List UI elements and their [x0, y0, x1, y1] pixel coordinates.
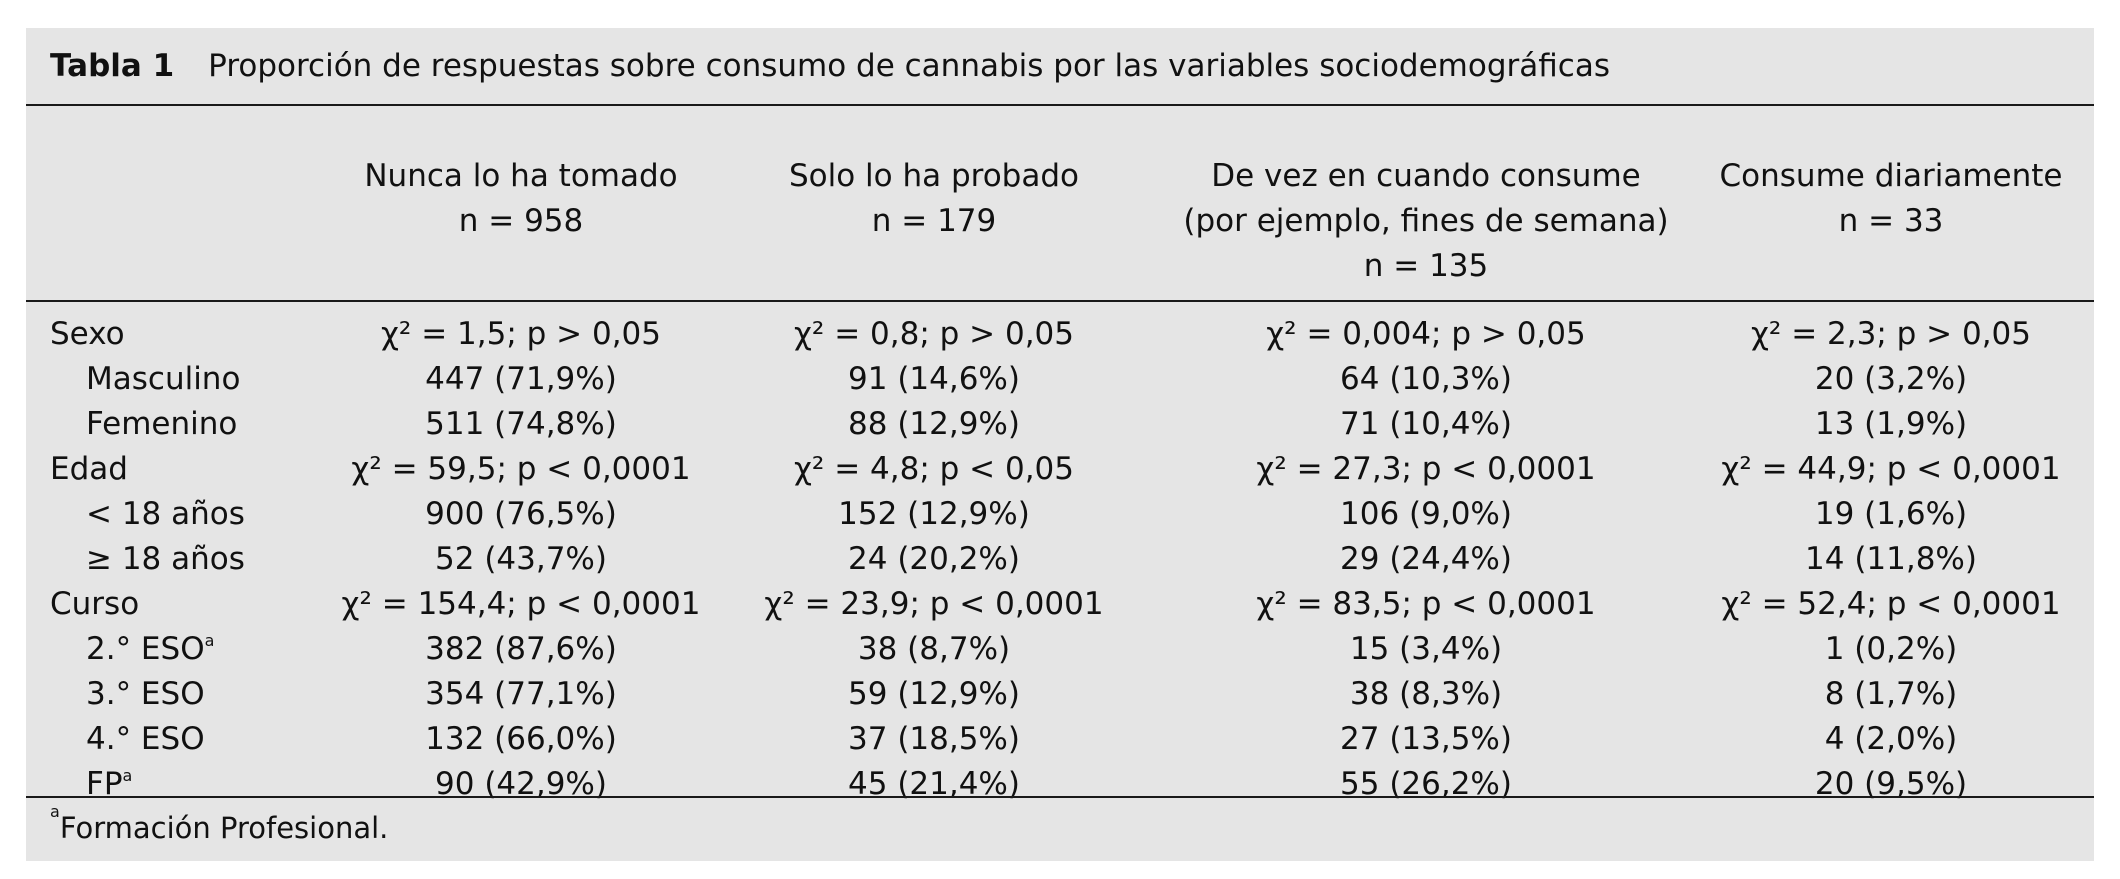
table-title: Proporción de respuestas sobre consumo d… [208, 48, 1610, 84]
table-cell: χ² = 154,4; p < 0,0001 [341, 586, 701, 622]
table-row-4-eso: 4.° ESO 132 (66,0%) 37 (18,5%) 27 (13,5%… [26, 717, 2094, 762]
table-cell: 4 (2,0%) [1824, 721, 1958, 757]
column-header-nunca: Nunca lo ha tomado n = 958 [364, 158, 678, 239]
column-header-de-vez: De vez en cuando consume (por ejemplo, f… [1183, 158, 1669, 284]
table-cell: χ² = 2,3; p > 0,05 [1751, 316, 2031, 352]
table-cell: 354 (77,1%) [425, 676, 617, 712]
table-label: Tabla 1 [50, 48, 175, 84]
table-cell: χ² = 0,8; p > 0,05 [794, 316, 1074, 352]
table-cell: 27 (13,5%) [1340, 721, 1512, 757]
table-cell: 91 (14,6%) [848, 361, 1020, 397]
table-row-femenino: Femenino 511 (74,8%) 88 (12,9%) 71 (10,4… [26, 402, 2094, 447]
table-cell: 1 (0,2%) [1824, 631, 1958, 667]
table-cell: χ² = 83,5; p < 0,0001 [1256, 586, 1596, 622]
table-row-sexo: Sexo χ² = 1,5; p > 0,05 χ² = 0,8; p > 0,… [26, 312, 2094, 357]
table-row-2-eso: 2.° ESOa 382 (87,6%) 38 (8,7%) 15 (3,4%)… [26, 627, 2094, 672]
table-cell: χ² = 4,8; p < 0,05 [794, 451, 1074, 487]
table-cell: χ² = 23,9; p < 0,0001 [764, 586, 1104, 622]
table-cell: 24 (20,2%) [848, 541, 1020, 577]
footnote-marker: a [122, 766, 133, 785]
row-label: 4.° ESO [86, 721, 205, 757]
table-cell: 38 (8,7%) [857, 631, 1011, 667]
column-header-probado: Solo lo ha probado n = 179 [788, 158, 1080, 239]
table-cell: 900 (76,5%) [425, 496, 617, 532]
table-row-3-eso: 3.° ESO 354 (77,1%) 59 (12,9%) 38 (8,3%)… [26, 672, 2094, 717]
table-cell: χ² = 0,004; p > 0,05 [1266, 316, 1586, 352]
table-row-edad: Edad χ² = 59,5; p < 0,0001 χ² = 4,8; p <… [26, 447, 2094, 492]
row-label: < 18 años [86, 496, 245, 532]
table-cell: 13 (1,9%) [1814, 406, 1968, 442]
table-row-mayor-18: ≥ 18 años 52 (43,7%) 24 (20,2%) 29 (24,4… [26, 537, 2094, 582]
row-label: Femenino [86, 406, 238, 442]
table-cell: 19 (1,6%) [1814, 496, 1968, 532]
row-label: Sexo [50, 316, 125, 352]
table-cell: 382 (87,6%) [425, 631, 617, 667]
table-cell: 29 (24,4%) [1340, 541, 1512, 577]
table-header-row: Nunca lo ha tomado n = 958 Solo lo ha pr… [26, 108, 2094, 302]
footnote-text: Formación Profesional. [59, 811, 389, 845]
row-label: ≥ 18 años [86, 541, 245, 577]
table-caption: Tabla 1 Proporción de respuestas sobre c… [26, 28, 2094, 106]
table-cell: 152 (12,9%) [838, 496, 1030, 532]
table-cell: 37 (18,5%) [848, 721, 1020, 757]
row-label: 2.° ESOa [86, 631, 215, 667]
table-cell: 15 (3,4%) [1349, 631, 1503, 667]
row-label: Edad [50, 451, 128, 487]
table-cell: χ² = 44,9; p < 0,0001 [1721, 451, 2061, 487]
row-label: 3.° ESO [86, 676, 205, 712]
table-cell: 20 (3,2%) [1814, 361, 1968, 397]
table-row-menor-18: < 18 años 900 (76,5%) 152 (12,9%) 106 (9… [26, 492, 2094, 537]
table-cell: 106 (9,0%) [1340, 496, 1512, 532]
row-label: Curso [50, 586, 140, 622]
table-cell: χ² = 1,5; p > 0,05 [381, 316, 661, 352]
table-body: Sexo χ² = 1,5; p > 0,05 χ² = 0,8; p > 0,… [26, 312, 2094, 807]
table-cell: χ² = 52,4; p < 0,0001 [1721, 586, 2061, 622]
row-label: Masculino [86, 361, 241, 397]
table-cell: 511 (74,8%) [425, 406, 617, 442]
table-cell: 447 (71,9%) [425, 361, 617, 397]
footnote-marker: a [204, 631, 215, 650]
table-cell: 88 (12,9%) [848, 406, 1020, 442]
table-cell: 71 (10,4%) [1340, 406, 1512, 442]
footnote-marker: a [50, 802, 60, 821]
table-cell: 52 (43,7%) [435, 541, 607, 577]
data-table: Tabla 1 Proporción de respuestas sobre c… [26, 28, 2094, 861]
table-cell: 8 (1,7%) [1824, 676, 1958, 712]
table-cell: χ² = 27,3; p < 0,0001 [1256, 451, 1596, 487]
column-header-diariamente: Consume diariamente n = 33 [1719, 158, 2063, 239]
table-cell: 132 (66,0%) [425, 721, 617, 757]
table-cell: 64 (10,3%) [1340, 361, 1512, 397]
table-row-curso: Curso χ² = 154,4; p < 0,0001 χ² = 23,9; … [26, 582, 2094, 627]
table-row-masculino: Masculino 447 (71,9%) 91 (14,6%) 64 (10,… [26, 357, 2094, 402]
table-cell: 59 (12,9%) [848, 676, 1020, 712]
table-cell: 38 (8,3%) [1349, 676, 1503, 712]
table-cell: 14 (11,8%) [1805, 541, 1977, 577]
table-cell: χ² = 59,5; p < 0,0001 [351, 451, 691, 487]
table-footnote: aFormación Profesional. [26, 796, 2094, 861]
